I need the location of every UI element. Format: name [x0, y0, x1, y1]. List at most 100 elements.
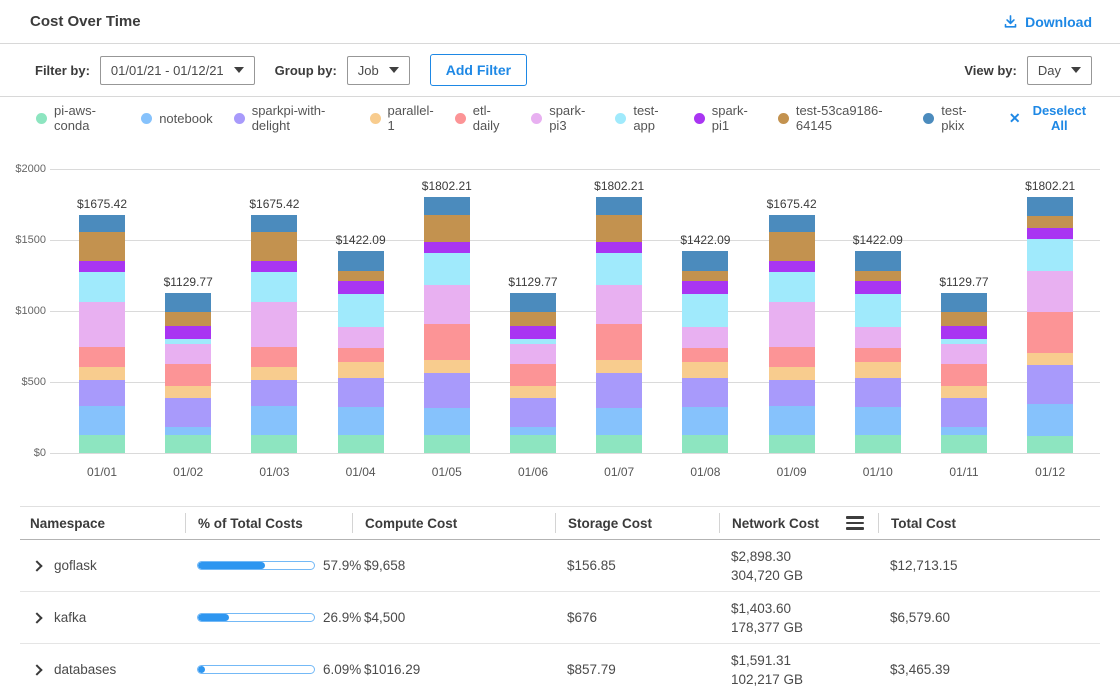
legend-item-test-53ca9186-64145[interactable]: test-53ca9186-64145 — [777, 103, 902, 133]
stacked-bar-01/06[interactable] — [510, 292, 556, 453]
stacked-bar-01/09[interactable] — [768, 215, 815, 453]
percent-progress-fill — [198, 562, 266, 569]
stacked-bar-01/01[interactable] — [79, 215, 125, 453]
bar-segment-test-pkix — [165, 292, 212, 312]
namespace-label: goflask — [54, 558, 97, 573]
bar-segment-notebook — [165, 427, 212, 435]
network-cost-amount: $1,403.60 — [731, 600, 792, 616]
column-menu-icon[interactable] — [846, 516, 864, 530]
download-button[interactable]: Download — [1003, 14, 1092, 30]
table-row-databases[interactable]: databases 6.09% $1016.29 $857.79 $1,591.31 10… — [20, 644, 1100, 687]
legend-label: test-53ca9186-64145 — [795, 103, 883, 133]
bar-segment-etl-daily — [1027, 311, 1074, 354]
bar-segment-spark-pi1 — [79, 261, 125, 273]
bar-segment-sparkpi-with-delight — [1027, 365, 1074, 405]
bar-segment-etl-daily — [251, 346, 298, 368]
stacked-bar-01/12[interactable] — [1027, 197, 1074, 453]
legend-label: pi-aws-conda — [54, 103, 96, 133]
compute-cost-cell: $1016.29 — [364, 662, 421, 677]
stacked-bar-01/07[interactable] — [596, 197, 643, 453]
stacked-bar-01/08[interactable] — [682, 251, 729, 453]
bar-segment-parallel-1 — [79, 367, 125, 380]
namespace-cell[interactable]: databases — [20, 662, 185, 677]
bar-segment-spark-pi1 — [165, 326, 212, 339]
gridline — [50, 453, 1100, 454]
bar-total-label: $1802.21 — [421, 179, 472, 194]
legend-label: spark-pi3 — [549, 103, 586, 133]
bar-segment-pi-aws-conda — [1027, 435, 1074, 453]
percent-label: 26.9% — [323, 610, 362, 625]
column-header-percent-of-total: % of Total Costs — [185, 513, 352, 533]
group-by-value: Job — [357, 62, 379, 78]
bar-segment-test-pkix — [768, 215, 815, 233]
network-cost-amount: $1,591.31 — [731, 652, 792, 668]
stacked-bar-01/02[interactable] — [165, 292, 212, 453]
x-axis-tick-label: 01/08 — [690, 465, 721, 479]
date-range-value: 01/01/21 - 01/12/21 — [110, 62, 224, 78]
deselect-all-button[interactable]: ✕ Deselect All — [1009, 103, 1092, 133]
gridline — [50, 311, 1100, 312]
legend-item-notebook[interactable]: notebook — [141, 111, 213, 126]
percent-progress-fill — [198, 666, 206, 673]
bar-segment-test-app — [79, 272, 125, 302]
stacked-bar-01/11[interactable] — [941, 292, 987, 453]
bar-segment-test-app — [941, 338, 987, 345]
stacked-bar-01/10[interactable] — [854, 251, 901, 453]
add-filter-button[interactable]: Add Filter — [429, 54, 528, 86]
bar-segment-etl-daily — [941, 364, 987, 386]
bar-segment-spark-pi3 — [79, 301, 125, 347]
bar-segment-test-53ca9186-64145 — [79, 232, 125, 262]
group-by-select[interactable]: Job — [346, 55, 410, 85]
bar-segment-pi-aws-conda — [251, 435, 298, 453]
bar-segment-test-pkix — [79, 215, 125, 233]
legend-item-parallel-1[interactable]: parallel-1 — [369, 103, 434, 133]
bar-total-label: $1129.77 — [163, 274, 213, 289]
total-cost-cell: $6,579.60 — [890, 610, 951, 625]
legend-color-dot — [369, 112, 381, 124]
legend-item-spark-pi1[interactable]: spark-pi1 — [693, 103, 757, 133]
stacked-bar-01/04[interactable] — [337, 251, 384, 453]
bar-segment-sparkpi-with-delight — [510, 398, 556, 428]
bar-segment-test-app — [596, 252, 643, 286]
download-label: Download — [1025, 13, 1092, 30]
view-by-select[interactable]: Day — [1026, 55, 1092, 85]
chevron-right-icon[interactable] — [31, 559, 43, 572]
namespace-cell[interactable]: goflask — [20, 558, 185, 573]
bar-segment-notebook — [854, 406, 901, 435]
table-row-goflask[interactable]: goflask 57.9% $9,658 $156.85 $2,898.30 304,72… — [20, 540, 1100, 592]
x-axis-tick-label: 01/10 — [862, 465, 893, 479]
bar-segment-parallel-1 — [251, 367, 298, 380]
bar-segment-test-pkix — [1027, 197, 1074, 217]
bar-segment-test-53ca9186-64145 — [337, 270, 384, 282]
namespace-cell[interactable]: kafka — [20, 610, 185, 625]
chevron-right-icon[interactable] — [31, 663, 43, 676]
legend-item-pi-aws-conda[interactable]: pi-aws-conda — [36, 103, 120, 133]
legend-item-test-app[interactable]: test-app — [615, 103, 672, 133]
legend-item-etl-daily[interactable]: etl-daily — [454, 103, 510, 133]
deselect-all-label: Deselect All — [1032, 103, 1087, 133]
chart-legend: pi-aws-conda notebook sparkpi-with-delight… — [0, 97, 1120, 139]
legend-color-dot — [693, 112, 705, 124]
stacked-bar-01/05[interactable] — [423, 197, 470, 453]
bar-segment-pi-aws-conda — [682, 434, 729, 453]
bar-segment-sparkpi-with-delight — [251, 379, 298, 407]
table-row-kafka[interactable]: kafka 26.9% $4,500 $676 $1,403.60 178,377 GB $… — [20, 592, 1100, 644]
bar-segment-spark-pi3 — [165, 344, 212, 365]
y-axis-tick-label: $2000 — [15, 163, 46, 175]
bar-segment-pi-aws-conda — [941, 434, 987, 453]
namespace-label: databases — [54, 662, 117, 677]
bar-segment-spark-pi1 — [510, 326, 556, 339]
date-range-select[interactable]: 01/01/21 - 01/12/21 — [99, 55, 255, 85]
bar-total-label: $1802.21 — [594, 179, 645, 194]
bar-segment-parallel-1 — [682, 361, 729, 378]
stacked-bar-01/03[interactable] — [251, 215, 298, 453]
total-cost-cell: $12,713.15 — [890, 558, 958, 573]
bar-segment-sparkpi-with-delight — [941, 398, 987, 428]
bar-segment-test-53ca9186-64145 — [423, 214, 470, 242]
chevron-right-icon[interactable] — [31, 611, 43, 624]
legend-item-spark-pi3[interactable]: spark-pi3 — [531, 103, 594, 133]
x-axis-tick-label: 01/07 — [604, 465, 635, 479]
legend-item-sparkpi-with-delight[interactable]: sparkpi-with-delight — [233, 103, 349, 133]
bar-segment-etl-daily — [596, 323, 643, 360]
legend-item-test-pkix[interactable]: test-pkix — [923, 103, 982, 133]
